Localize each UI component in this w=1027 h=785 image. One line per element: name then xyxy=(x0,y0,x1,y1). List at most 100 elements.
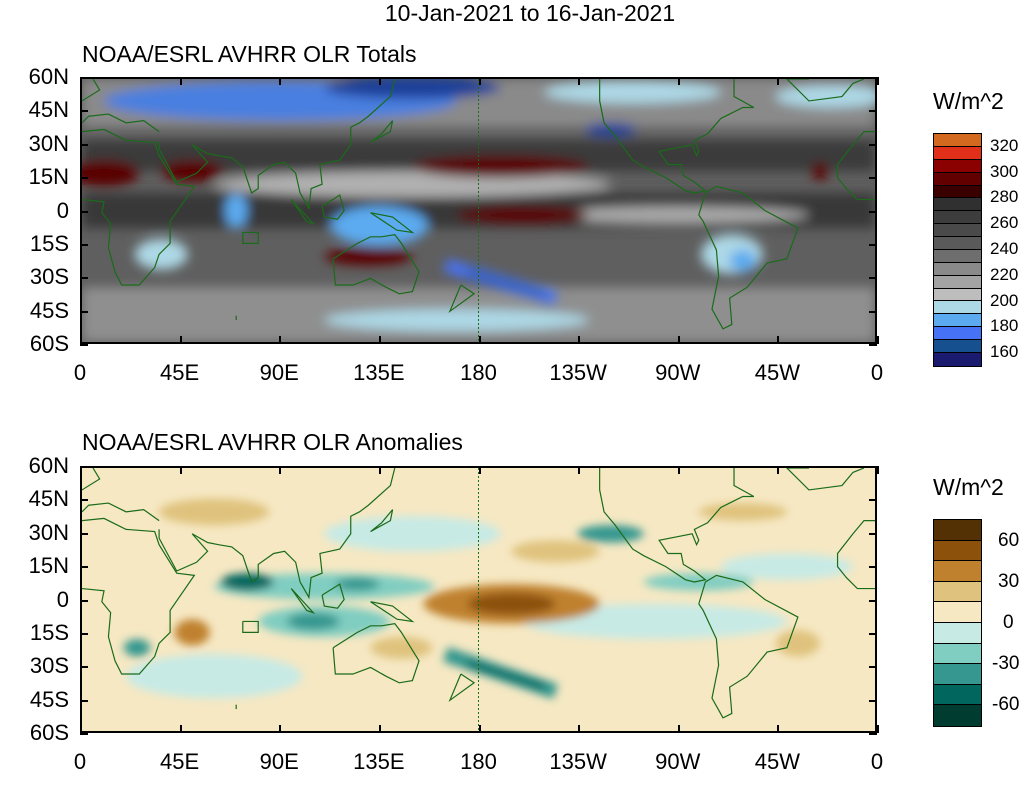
coastline xyxy=(159,468,395,597)
colorbar-box xyxy=(934,288,981,302)
x-tick xyxy=(179,336,182,344)
y-tick xyxy=(80,210,88,213)
coastline xyxy=(371,213,413,233)
colorbar-box xyxy=(934,643,981,665)
x-tick xyxy=(677,725,680,733)
colorbar-box xyxy=(934,352,981,366)
y-tick xyxy=(80,243,88,246)
y-tick-label: 0 xyxy=(56,586,69,612)
colorbar-box xyxy=(934,561,981,582)
y-tick-label: 45S xyxy=(29,297,69,323)
colorbar-box xyxy=(934,224,981,237)
y-tick-label: 60N xyxy=(28,453,69,478)
y-tick xyxy=(869,143,877,146)
x-tick-label: 90W xyxy=(655,749,701,774)
x-tick xyxy=(179,77,182,85)
y-tick xyxy=(869,566,877,569)
colorbar-label: 60 xyxy=(998,529,1020,551)
coastline xyxy=(699,575,798,717)
y-tick xyxy=(80,666,88,669)
colorbar-box xyxy=(934,198,981,212)
x-tick-label: 45W xyxy=(754,360,800,385)
y-tick-label: 30N xyxy=(28,519,69,545)
y-tick xyxy=(80,599,88,602)
x-tick-label: 135W xyxy=(549,360,607,385)
colorbar-box xyxy=(934,622,981,644)
x-tick-label: 135E xyxy=(353,360,405,385)
coastline xyxy=(82,79,100,101)
y-tick xyxy=(869,344,877,346)
x-tick-label: 180 xyxy=(460,749,497,774)
x-tick-label: 0 xyxy=(870,360,884,385)
x-tick xyxy=(478,466,481,474)
coastline xyxy=(82,518,194,674)
colorbar-label: 320 xyxy=(990,135,1019,155)
x-tick-label: 0 xyxy=(73,360,87,385)
x-tick-label: 135E xyxy=(353,749,405,774)
coastline xyxy=(333,624,419,683)
coastline xyxy=(450,674,474,700)
coastline xyxy=(450,285,474,311)
totals-map xyxy=(80,77,877,344)
main-title: 10-Jan-2021 to 16-Jan-2021 xyxy=(384,0,676,26)
y-tick xyxy=(80,466,88,468)
colorbar-label: 0 xyxy=(1003,612,1014,633)
y-tick-label: 0 xyxy=(56,197,69,223)
y-tick xyxy=(869,243,877,246)
y-tick xyxy=(80,344,88,346)
y-tick xyxy=(869,210,877,213)
colorbar-label: 300 xyxy=(990,161,1019,181)
x-tick xyxy=(777,725,780,733)
colorbar-box xyxy=(934,185,981,199)
colorbar-box xyxy=(934,146,981,160)
coastline xyxy=(322,195,344,219)
anomalies-map xyxy=(80,466,877,733)
y-tick-label: 60N xyxy=(28,64,69,89)
y-tick-label: 15S xyxy=(29,619,69,645)
x-tick xyxy=(80,725,82,733)
y-tick-label: 30S xyxy=(29,264,69,290)
x-tick xyxy=(80,77,82,85)
coastline xyxy=(243,621,258,632)
y-tick xyxy=(869,499,877,502)
colorbar-box xyxy=(934,340,981,353)
coastline xyxy=(243,232,258,243)
anomalies-map-plot xyxy=(82,468,875,731)
colorbar-label: -30 xyxy=(992,653,1020,675)
colorbar xyxy=(933,519,982,727)
y-tick-label: 45N xyxy=(28,97,69,123)
colorbar-box xyxy=(934,134,981,147)
colorbar-label: -60 xyxy=(992,694,1020,716)
y-tick xyxy=(80,699,88,702)
y-tick xyxy=(869,277,877,280)
x-tick xyxy=(677,77,680,85)
x-tick xyxy=(378,466,381,474)
coastline xyxy=(82,129,194,285)
x-tick-label: 45W xyxy=(754,749,800,774)
colorbar-label: 200 xyxy=(990,290,1019,310)
y-tick-label: 15N xyxy=(28,164,69,190)
coastline xyxy=(82,503,159,521)
x-tick xyxy=(877,466,879,474)
colorbar-label: 180 xyxy=(990,316,1019,336)
x-tick xyxy=(777,77,780,85)
colorbar-box xyxy=(934,237,981,250)
colorbar-label: 240 xyxy=(990,239,1019,258)
y-tick xyxy=(869,77,877,79)
y-tick xyxy=(869,599,877,602)
x-tick xyxy=(279,336,282,344)
x-tick xyxy=(877,336,879,344)
x-tick xyxy=(378,336,381,344)
y-tick xyxy=(80,532,88,535)
coastline xyxy=(600,468,754,582)
y-tick xyxy=(80,733,88,735)
y-tick xyxy=(869,532,877,535)
x-tick-label: 45E xyxy=(160,749,200,774)
x-tick xyxy=(378,77,381,85)
x-tick xyxy=(578,77,581,85)
totals-title: NOAA/ESRL AVHRR OLR Totals xyxy=(82,41,417,67)
coastline xyxy=(787,79,864,101)
coastline xyxy=(159,79,395,208)
colorbar-box xyxy=(934,540,981,562)
colorbar-label: 260 xyxy=(990,213,1019,233)
